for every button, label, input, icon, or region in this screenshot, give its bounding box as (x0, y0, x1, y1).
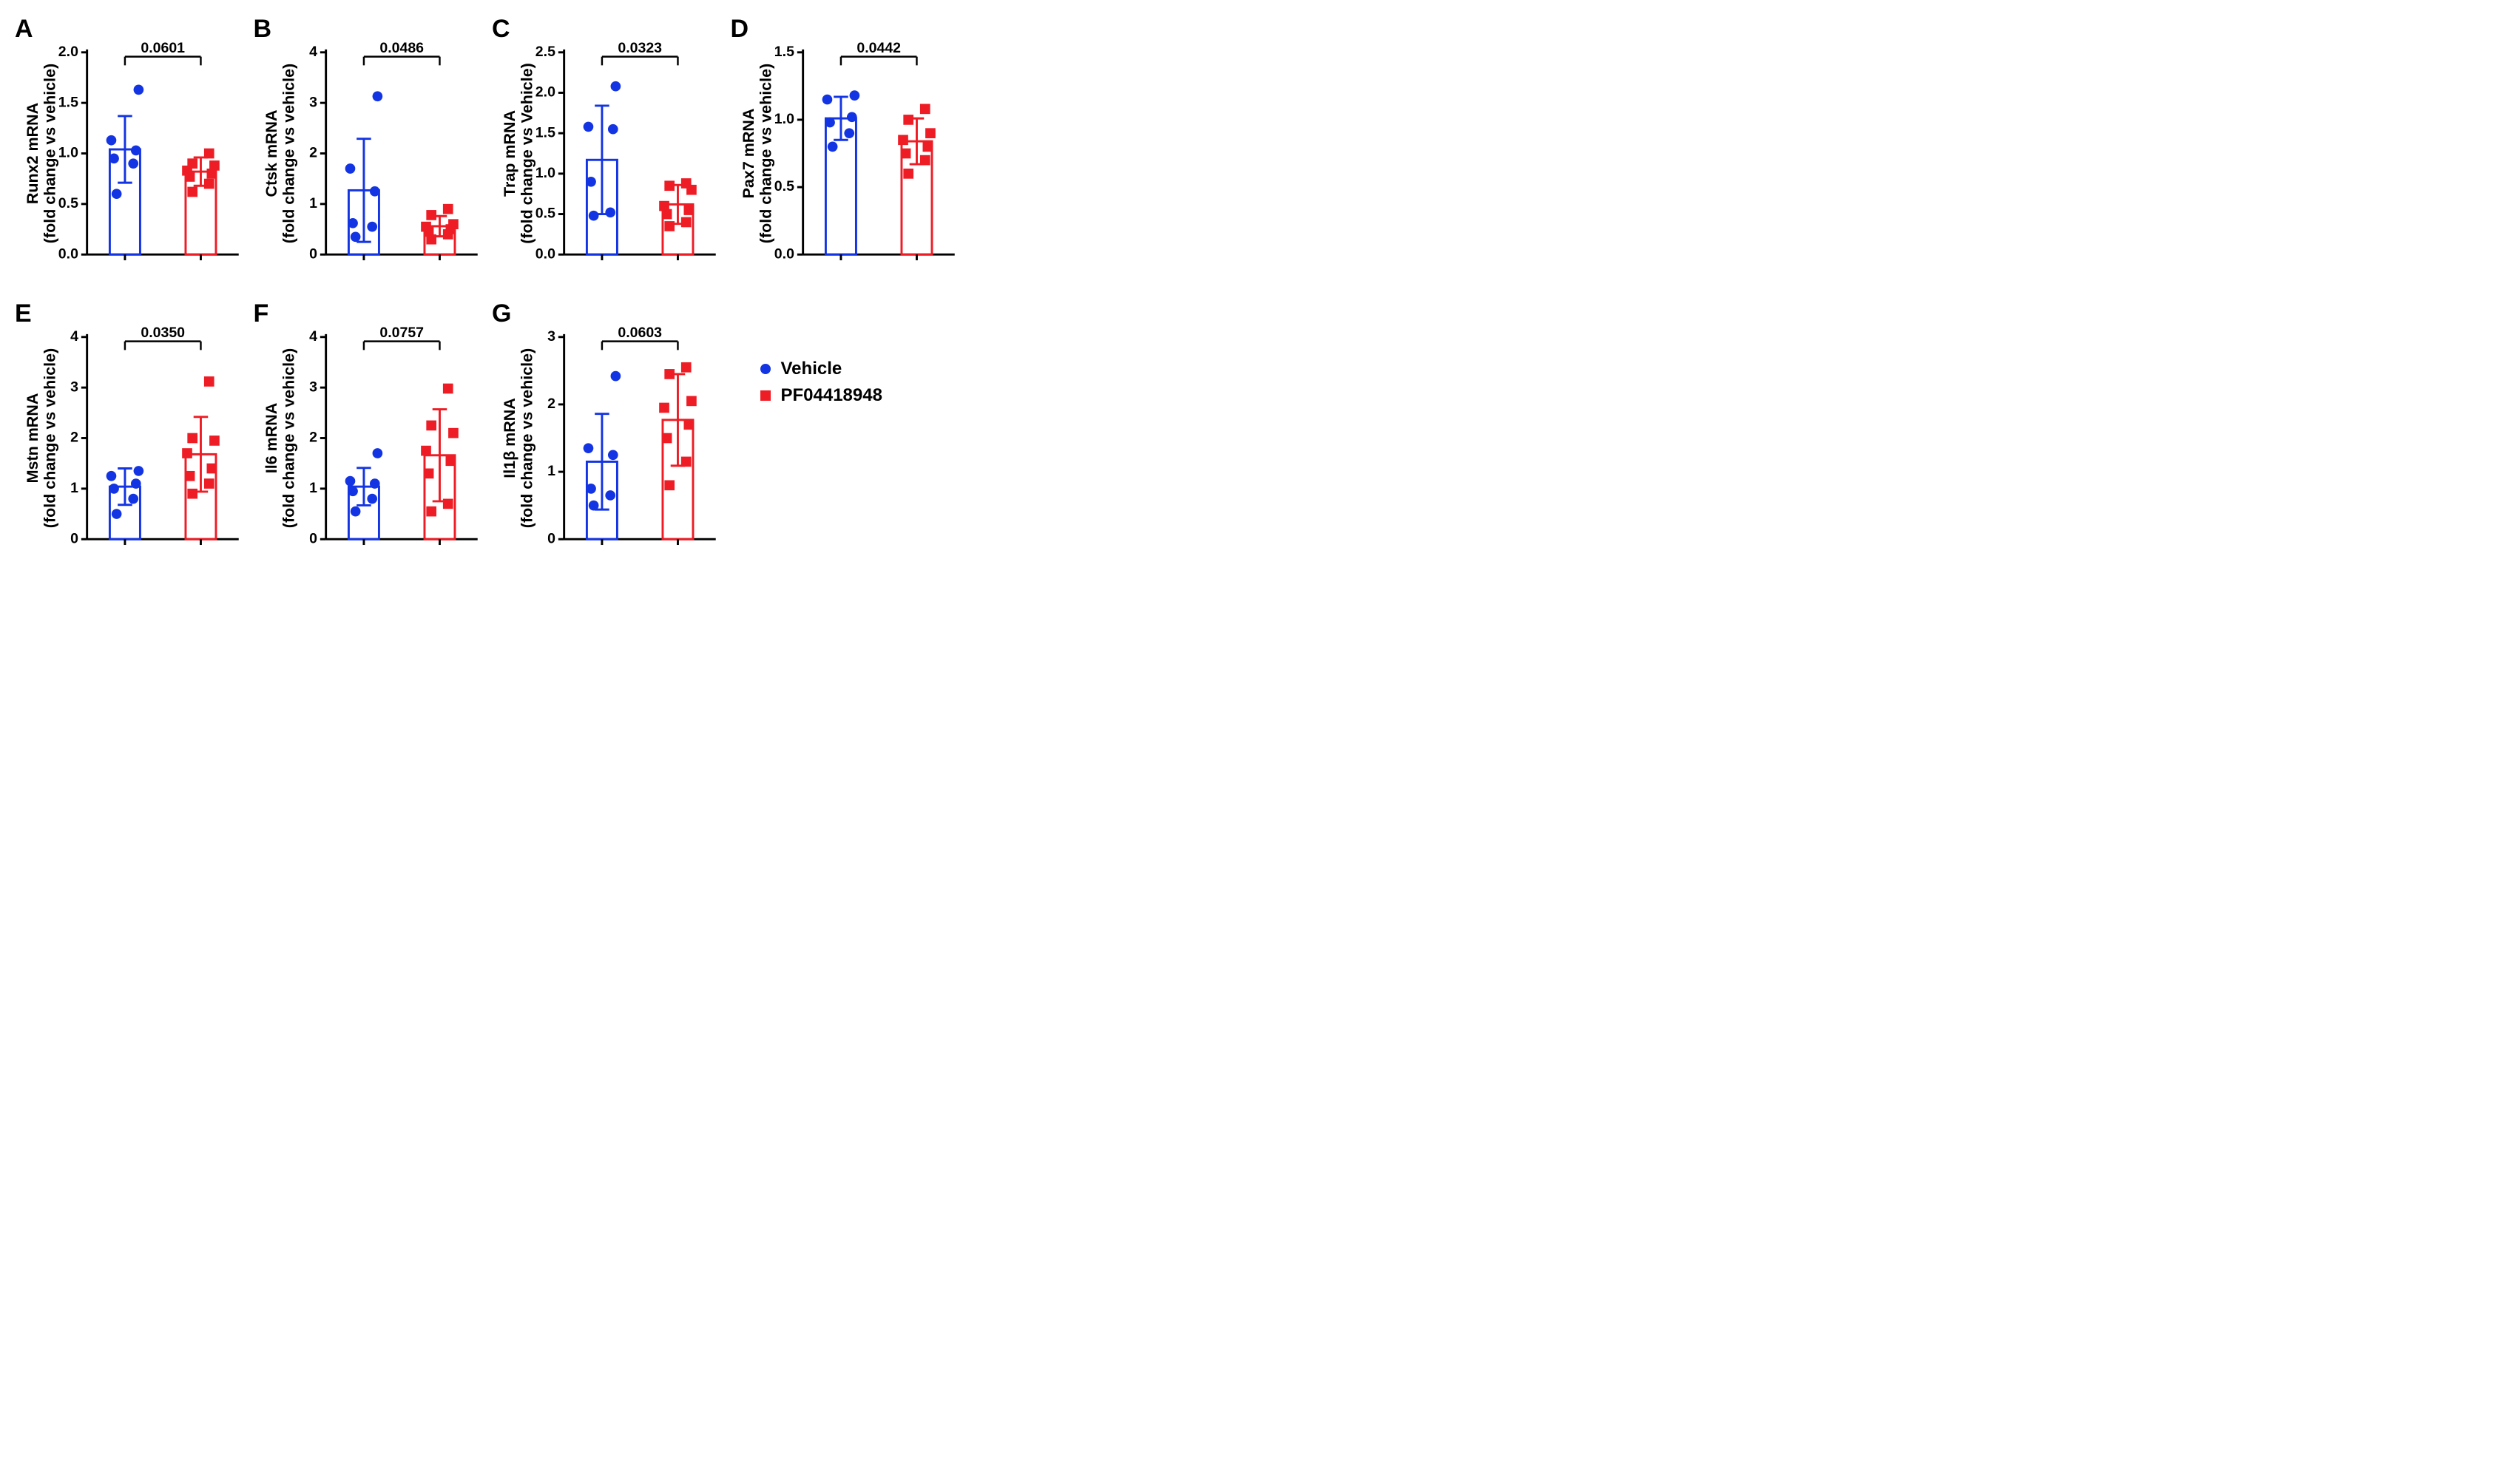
legend-label: Vehicle (781, 359, 842, 379)
yaxis-label-line1: Trap mRNA (501, 110, 518, 197)
ytick-label: 2.0 (535, 84, 555, 101)
ytick-label: 2.0 (58, 44, 78, 60)
yaxis-label-line1: Runx2 mRNA (24, 103, 41, 204)
panel-label: E (15, 299, 32, 328)
ytick-label: 1 (309, 480, 317, 496)
ytick-label: 3 (309, 94, 317, 110)
yaxis-label-line1: Il1β mRNA (501, 398, 518, 478)
ytick-label: 4 (309, 44, 317, 60)
pvalue-label: 0.0350 (141, 325, 185, 341)
yaxis-label-line2: (fold change vs vehicle) (518, 348, 536, 528)
ytick-label: 1.0 (535, 165, 555, 181)
panel-label: C (492, 15, 510, 44)
yaxis-label-line1: Pax7 mRNA (740, 109, 757, 199)
panel-E: E01234Mstn mRNA(fold change vs vehicle)0… (15, 299, 246, 577)
ytick-label: 1 (70, 480, 78, 496)
chart-svg: 0 1 2 3 4 Ctsk mRNA(fold change vs vehicle) 0.… (254, 15, 485, 292)
panel-F: F 0 1 2 3 4 Il6 mRNA(fold change vs vehicle) 0.… (254, 299, 485, 577)
panel-label: G (492, 299, 511, 328)
ytick-label: 0.0 (58, 245, 78, 262)
legend-item: PF04418948 (760, 385, 882, 406)
yaxis-label-line2: (fold change vs vehicle) (41, 64, 59, 243)
ytick-label: 1 (547, 463, 555, 479)
pvalue-label: 0.0442 (856, 40, 901, 56)
ytick-label: 4 (309, 328, 317, 345)
ytick-label: 1.5 (774, 44, 794, 60)
ytick-label: 2 (70, 430, 78, 446)
yaxis-label-line1: Ctsk mRNA (263, 109, 280, 197)
legend: Vehicle PF04418948 (760, 359, 882, 412)
figure-grid: A0.00.51.01.52.0Runx2 mRNA(fold change v… (15, 15, 962, 577)
panel-label: B (254, 15, 272, 44)
panel-B: B01234Ctsk mRNA(fold change vs vehicle)0… (254, 15, 485, 292)
pvalue-label: 0.0603 (618, 325, 662, 341)
yaxis-label-line1: Mstn mRNA (24, 393, 41, 484)
ytick-label: 2.5 (535, 44, 555, 60)
pvalue-label: 0.0757 (379, 325, 424, 341)
ytick-label: 1.5 (535, 124, 555, 140)
ytick-label: 3 (70, 379, 78, 395)
ytick-label: 0.5 (774, 178, 794, 194)
legend-marker-circle-icon (760, 364, 771, 374)
yaxis-label-line1: Il6 mRNA (263, 403, 280, 473)
pvalue-label: 0.0601 (141, 40, 185, 56)
chart-svg: 0 1 2 3 Il1β mRNA(fold change vs vehicle) 0.0… (492, 299, 723, 577)
ytick-label: 4 (70, 328, 78, 345)
ytick-label: 0 (70, 530, 78, 546)
pvalue-label: 0.0323 (618, 40, 662, 56)
ytick-label: 0.5 (535, 206, 555, 222)
ytick-label: 1.0 (58, 145, 78, 161)
ytick-label: 1.5 (58, 94, 78, 110)
chart-svg: 0 1 2 3 4 Mstn mRNA(fold change vs vehicle) 0.… (15, 299, 246, 577)
ytick-label: 3 (547, 328, 555, 345)
panel-label: F (254, 299, 269, 328)
legend-cell: Vehicle PF04418948 (731, 299, 962, 577)
panel-G: G 0 1 2 3 Il1β mRNA(fold change vs vehicle) 0.… (492, 299, 723, 577)
legend-label: PF04418948 (781, 385, 882, 406)
ytick-label: 2 (547, 396, 555, 412)
legend-item: Vehicle (760, 359, 882, 379)
panel-C: C 0.0 0.5 1.0 1.5 2.0 2.5 Trap mRNA(fold change… (492, 15, 723, 292)
ytick-label: 2 (309, 145, 317, 161)
panel-D: D 0.0 0.5 1.0 1.5 Pax7 mRNA(fold change vs ve… (731, 15, 962, 292)
chart-svg: 0.0 0.5 1.0 1.5 Pax7 mRNA(fold change vs veh… (731, 15, 962, 292)
yaxis-label-line2: (fold change vs vehicle) (280, 64, 297, 243)
legend-marker-square-icon (760, 390, 771, 401)
pvalue-label: 0.0486 (379, 40, 424, 56)
ytick-label: 0 (309, 245, 317, 262)
yaxis-label-line2: (fold change vs vehicle) (280, 348, 297, 528)
chart-svg: 0 1 2 3 4 Il6 mRNA(fold change vs vehicle) 0.0… (254, 299, 485, 577)
yaxis-label-line2: (fold change vs vehicle) (757, 64, 774, 243)
ytick-label: 0.0 (774, 245, 794, 262)
ytick-label: 0 (547, 530, 555, 546)
panel-label: D (731, 15, 749, 44)
ytick-label: 0.5 (58, 195, 78, 211)
chart-svg: 0.0 0.5 1.0 1.5 2.0 2.5 Trap mRNA(fold change … (492, 15, 723, 292)
ytick-label: 1.0 (774, 111, 794, 127)
ytick-label: 0.0 (535, 245, 555, 262)
chart-svg: 0.0 0.5 1.0 1.5 2.0 Runx2 mRNA(fold change vs… (15, 15, 246, 292)
ytick-label: 0 (309, 530, 317, 546)
yaxis-label-line2: (fold change vs vehicle) (41, 348, 59, 528)
yaxis-label-line2: (fold change vs Vehicle) (518, 63, 536, 244)
panel-label: A (15, 15, 33, 44)
ytick-label: 1 (309, 195, 317, 211)
ytick-label: 3 (309, 379, 317, 395)
ytick-label: 2 (309, 430, 317, 446)
panel-A: A 0.0 0.5 1.0 1.5 2.0 Runx2 mRNA(fold change v… (15, 15, 246, 292)
